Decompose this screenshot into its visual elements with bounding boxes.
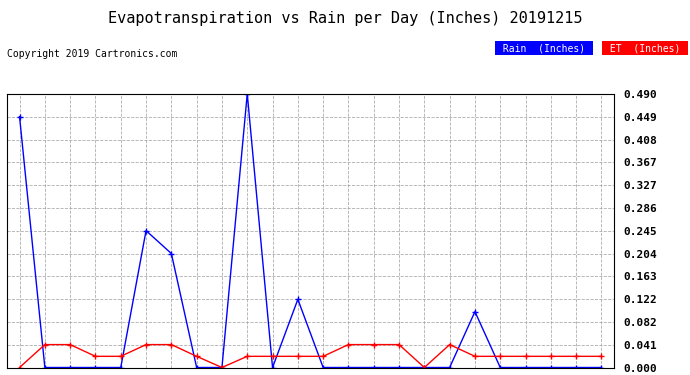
Text: Evapotranspiration vs Rain per Day (Inches) 20191215: Evapotranspiration vs Rain per Day (Inch… — [108, 11, 582, 26]
Text: ET  (Inches): ET (Inches) — [604, 43, 686, 53]
Text: Rain  (Inches): Rain (Inches) — [497, 43, 591, 53]
Text: Copyright 2019 Cartronics.com: Copyright 2019 Cartronics.com — [7, 49, 177, 59]
